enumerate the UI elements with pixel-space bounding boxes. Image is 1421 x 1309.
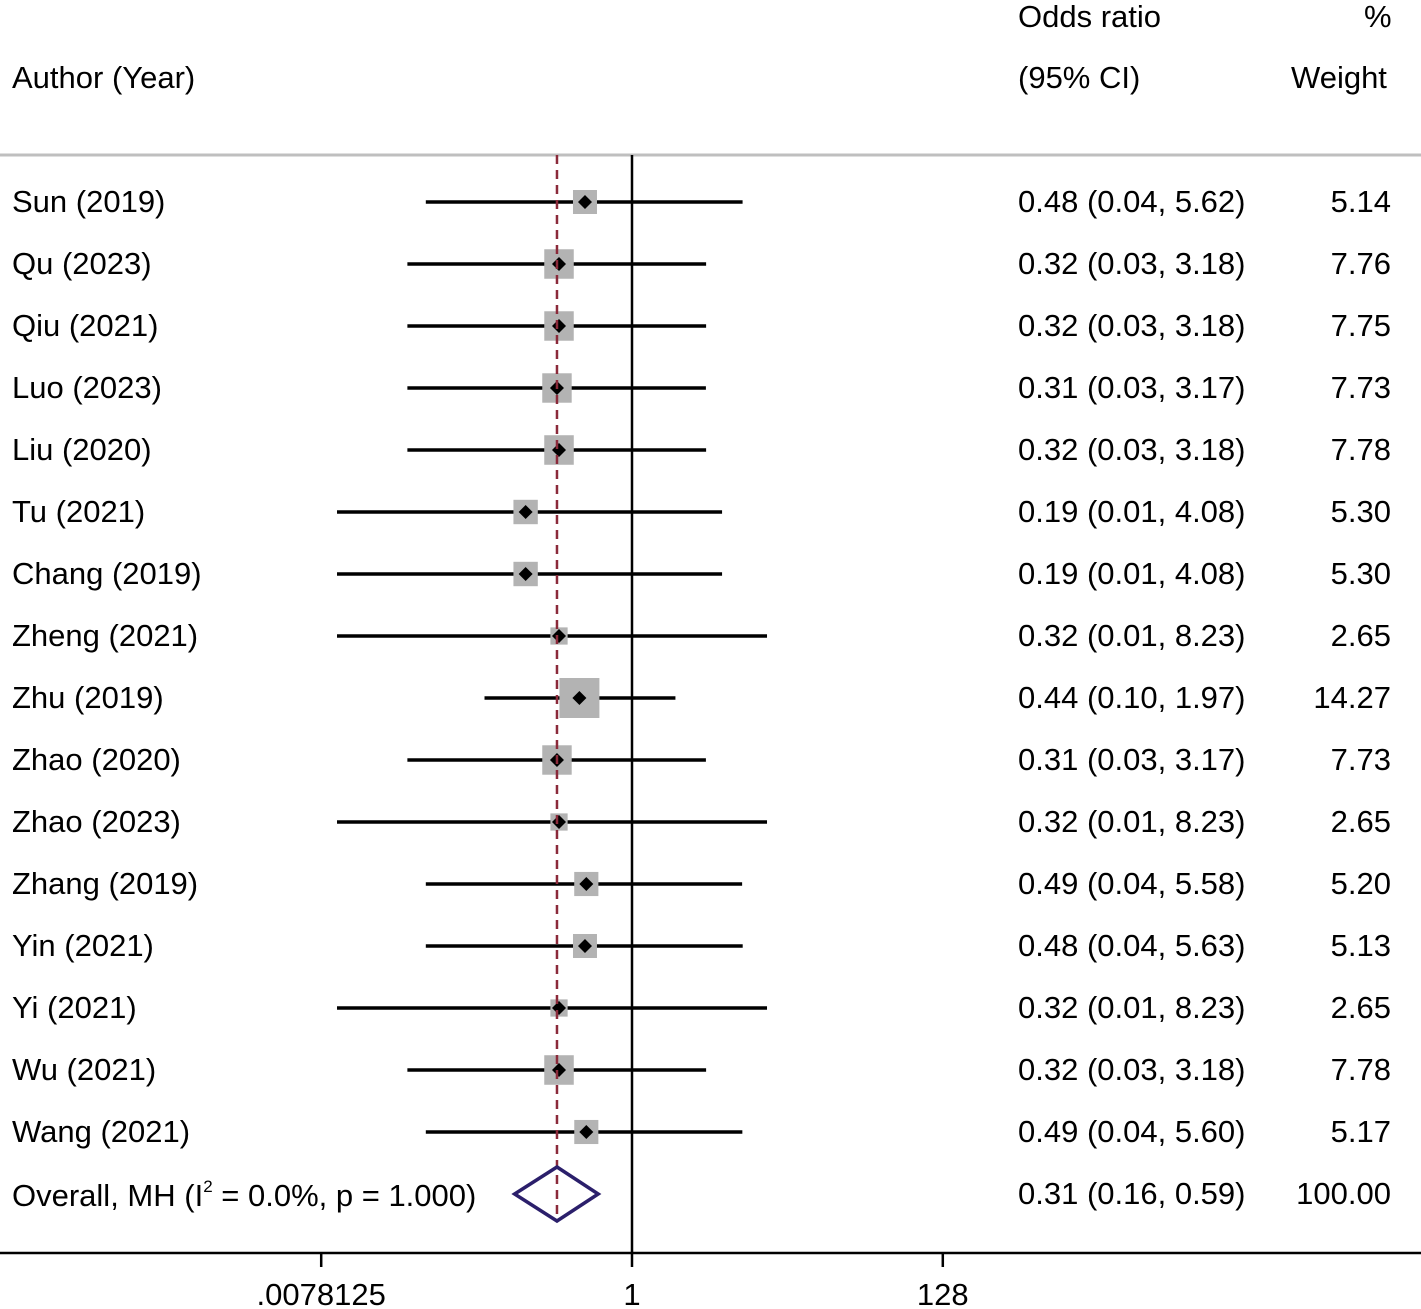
study-label: Yi (2021) [12, 990, 137, 1025]
point-estimate [552, 629, 567, 643]
point-estimate [552, 815, 567, 829]
study-weight-text: 2.65 [1330, 804, 1391, 839]
study-weight-text: 5.30 [1330, 494, 1391, 529]
study-weight-text: 7.73 [1330, 370, 1391, 405]
study-weight-text: 7.78 [1330, 432, 1391, 467]
study-ci-text: 0.49 (0.04, 5.58) [1018, 866, 1246, 901]
study-weight-text: 14.27 [1313, 680, 1391, 715]
study-ci-text: 0.31 (0.03, 3.17) [1018, 742, 1246, 777]
study-ci-text: 0.49 (0.04, 5.60) [1018, 1114, 1246, 1149]
study-label: Liu (2020) [12, 432, 152, 467]
study-weight-text: 2.65 [1330, 990, 1391, 1025]
study-ci-text: 0.31 (0.03, 3.17) [1018, 370, 1246, 405]
point-estimate [518, 505, 533, 519]
study-ci-text: 0.44 (0.10, 1.97) [1018, 680, 1246, 715]
x-tick-label: .0078125 [257, 1277, 386, 1309]
study-ci-text: 0.32 (0.03, 3.18) [1018, 308, 1246, 343]
study-weight-text: 7.73 [1330, 742, 1391, 777]
x-tick-label: 128 [917, 1277, 969, 1309]
header-weight-label: Weight [1291, 60, 1387, 95]
overall-label: Overall, MH (I2 = 0.0%, p = 1.000) [12, 1178, 476, 1211]
study-label: Sun (2019) [12, 184, 166, 219]
study-weight-text: 5.14 [1330, 184, 1391, 219]
study-label: Yin (2021) [12, 928, 154, 963]
study-ci-text: 0.32 (0.03, 3.18) [1018, 1052, 1246, 1087]
study-label: Wu (2021) [12, 1052, 157, 1087]
header-weight-percent: % [1364, 0, 1392, 34]
study-weight-text: 5.17 [1330, 1114, 1391, 1149]
overall-ci-text: 0.31 (0.16, 0.59) [1018, 1176, 1246, 1211]
study-weight-text: 5.30 [1330, 556, 1391, 591]
study-weight-text: 7.78 [1330, 1052, 1391, 1087]
overall-weight-text: 100.00 [1296, 1176, 1391, 1211]
study-weight-text: 5.13 [1330, 928, 1391, 963]
header-or-label: Odds ratio [1018, 0, 1162, 34]
study-label: Zhao (2023) [12, 804, 181, 839]
study-label: Chang (2019) [12, 556, 202, 591]
point-estimate [579, 877, 594, 891]
study-weight-text: 7.76 [1330, 246, 1391, 281]
study-label: Wang (2021) [12, 1114, 191, 1149]
study-ci-text: 0.32 (0.03, 3.18) [1018, 246, 1246, 281]
study-ci-text: 0.32 (0.01, 8.23) [1018, 804, 1246, 839]
study-label: Qu (2023) [12, 246, 152, 281]
study-ci-text: 0.48 (0.04, 5.62) [1018, 184, 1246, 219]
point-estimate [577, 939, 592, 953]
study-ci-text: 0.19 (0.01, 4.08) [1018, 556, 1246, 591]
study-label: Zhao (2020) [12, 742, 181, 777]
point-estimate [552, 319, 567, 333]
overall-diamond [511, 1164, 602, 1224]
study-label: Zhang (2019) [12, 866, 199, 901]
overall-label-suffix: = 0.0%, p = 1.000) [212, 1178, 477, 1213]
study-label: Tu (2021) [12, 494, 146, 529]
study-ci-text: 0.19 (0.01, 4.08) [1018, 494, 1246, 529]
study-weight-text: 5.20 [1330, 866, 1391, 901]
study-label: Qiu (2021) [12, 308, 159, 343]
overall-label-prefix: Overall, MH (I [12, 1178, 204, 1213]
study-weight-text: 7.75 [1330, 308, 1391, 343]
point-estimate [552, 257, 567, 271]
point-estimate [577, 195, 592, 209]
point-estimate [579, 1125, 594, 1139]
study-label: Luo (2023) [12, 370, 162, 405]
study-ci-text: 0.32 (0.03, 3.18) [1018, 432, 1246, 467]
overall-label-sup: 2 [203, 1177, 213, 1196]
point-estimate [552, 1063, 567, 1077]
study-ci-text: 0.32 (0.01, 8.23) [1018, 990, 1246, 1025]
study-label: Zheng (2021) [12, 618, 199, 653]
header-author-label: Author (Year) [12, 60, 196, 95]
point-estimate [552, 443, 567, 457]
point-estimate [572, 691, 587, 705]
point-estimate [518, 567, 533, 581]
study-ci-text: 0.32 (0.01, 8.23) [1018, 618, 1246, 653]
study-label: Zhu (2019) [12, 680, 164, 715]
study-ci-text: 0.48 (0.04, 5.63) [1018, 928, 1246, 963]
x-tick-label: 1 [623, 1277, 640, 1309]
point-estimate [552, 1001, 567, 1015]
study-weight-text: 2.65 [1330, 618, 1391, 653]
header-ci-label: (95% CI) [1018, 60, 1141, 95]
